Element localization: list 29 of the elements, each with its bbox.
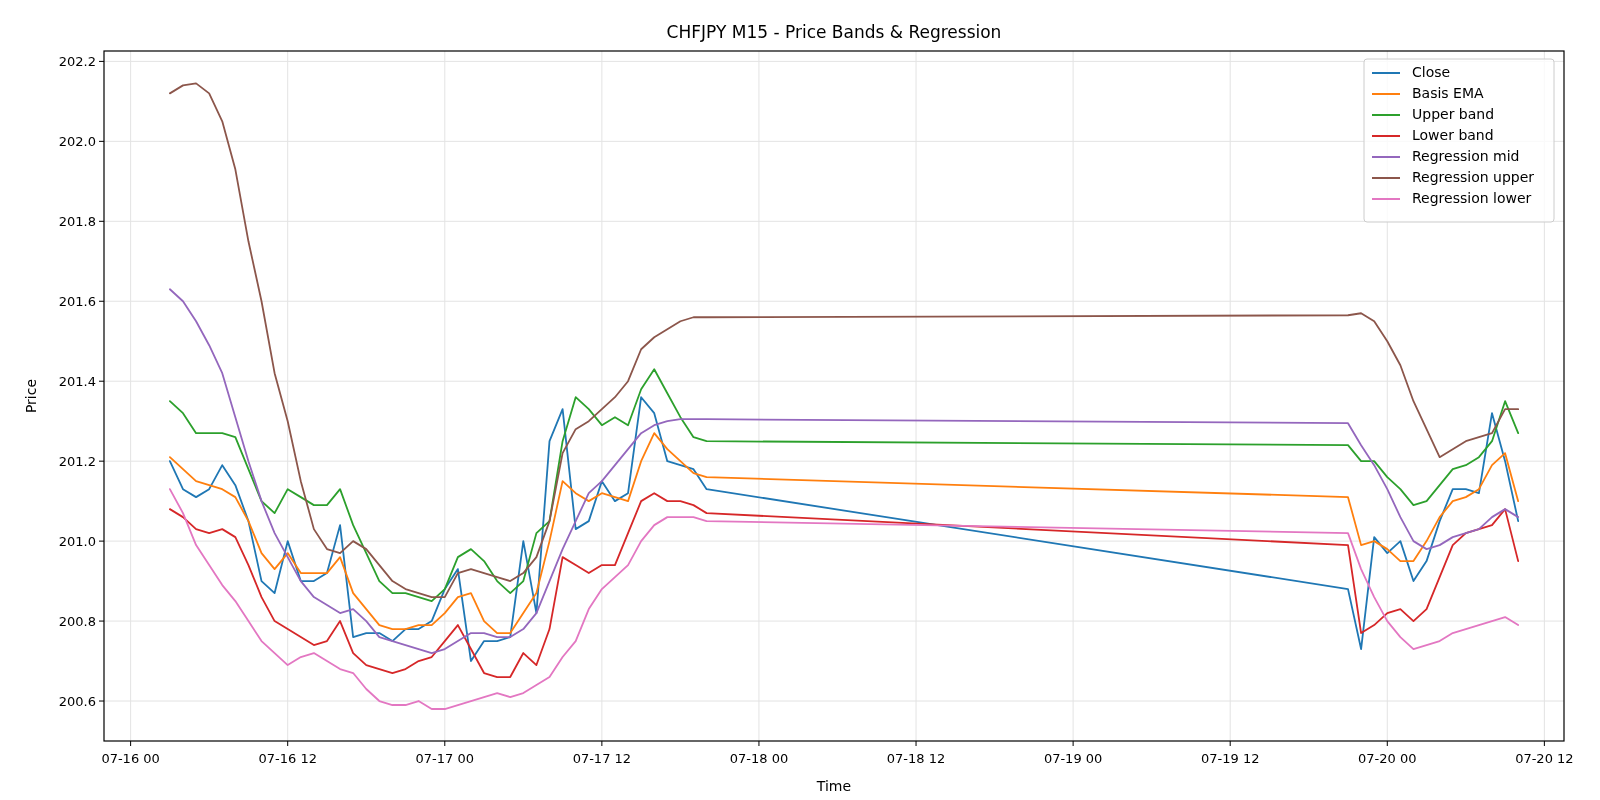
x-axis-title: Time: [815, 778, 852, 794]
x-tick-label: 07-16 00: [101, 751, 160, 766]
y-tick-label: 201.8: [58, 213, 96, 229]
legend-label: Close: [1412, 64, 1451, 80]
legend-label: Regression mid: [1412, 148, 1520, 164]
x-tick-label: 07-19 12: [1200, 751, 1260, 766]
y-tick-label: 202.2: [58, 53, 96, 69]
y-axis-title: Price: [23, 378, 39, 414]
y-tick-label: 200.6: [58, 693, 96, 709]
y-tick-label: 201.4: [58, 373, 96, 389]
x-tick-label: 07-19 00: [1043, 751, 1103, 766]
chart-title: CHFJPY M15 - Price Bands & Regression: [666, 22, 1002, 42]
legend-label: Lower band: [1412, 127, 1494, 143]
legend-label: Upper band: [1412, 106, 1495, 122]
x-tick-label: 07-18 12: [886, 751, 946, 766]
y-tick-label: 201.0: [58, 533, 96, 549]
y-tick-label: 201.6: [58, 293, 96, 309]
x-tick-label: 07-16 12: [258, 751, 317, 766]
x-tick-label: 07-20 00: [1358, 751, 1417, 766]
legend-label: Basis EMA: [1412, 85, 1485, 101]
y-tick-label: 202.0: [58, 133, 96, 149]
x-tick-label: 07-17 00: [415, 751, 475, 766]
legend-label: Regression lower: [1412, 190, 1532, 206]
x-tick-label: 07-18 00: [729, 751, 789, 766]
y-tick-label: 201.2: [58, 453, 96, 469]
x-tick-label: 07-20 12: [1515, 751, 1574, 766]
x-tick-label: 07-17 12: [572, 751, 632, 766]
legend-label: Regression upper: [1412, 169, 1535, 185]
y-tick-label: 200.8: [58, 613, 96, 629]
